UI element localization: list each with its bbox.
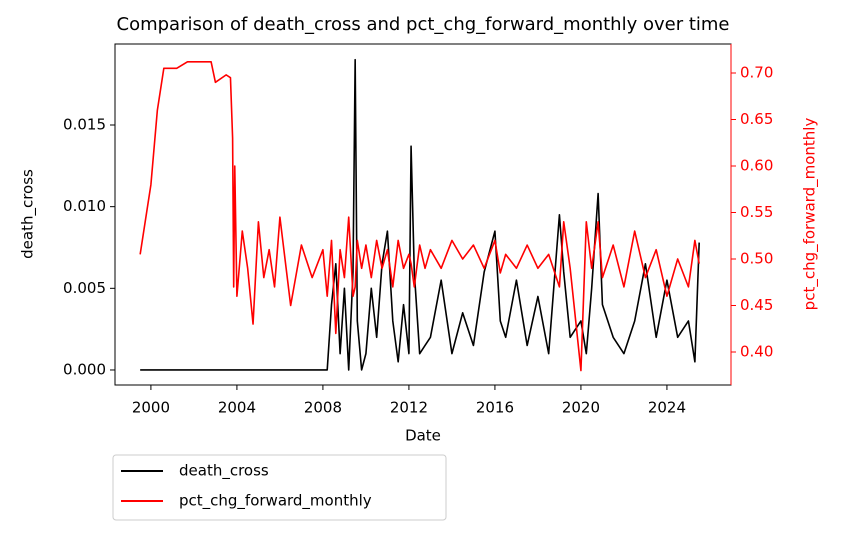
x-tick-label: 2024 xyxy=(648,399,686,417)
x-tick-label: 2008 xyxy=(304,399,342,417)
y-tick-label: 0.010 xyxy=(63,197,106,215)
x-axis-label: Date xyxy=(405,427,441,445)
y-tick-label: 0.015 xyxy=(63,116,106,134)
y2-tick-label: 0.60 xyxy=(740,157,773,175)
series-line xyxy=(140,58,700,371)
plot-frame xyxy=(114,43,732,386)
x-tick-label: 2020 xyxy=(562,399,600,417)
legend-label: pct_chg_forward_monthly xyxy=(179,492,372,511)
y2-tick-label: 0.50 xyxy=(740,249,773,267)
y2-tick-label: 0.65 xyxy=(740,110,773,128)
y2-tick-label: 0.70 xyxy=(740,64,773,82)
y2-tick-label: 0.55 xyxy=(740,203,773,221)
x-tick-label: 2016 xyxy=(476,399,514,417)
y-axis-label: death_cross xyxy=(19,169,38,259)
y2-tick-label: 0.40 xyxy=(740,342,773,360)
y-tick-label: 0.000 xyxy=(63,360,106,378)
y2-axis-label: pct_chg_forward_monthly xyxy=(801,118,820,311)
chart-title: Comparison of death_cross and pct_chg_fo… xyxy=(117,14,730,35)
legend-box xyxy=(112,454,447,521)
y2-tick-label: 0.45 xyxy=(740,296,773,314)
x-tick-label: 2012 xyxy=(390,399,428,417)
y-tick-label: 0.005 xyxy=(63,279,106,297)
series-line xyxy=(139,61,700,372)
x-tick-label: 2000 xyxy=(132,399,170,417)
legend-label: death_cross xyxy=(179,462,269,481)
x-tick-label: 2004 xyxy=(218,399,256,417)
